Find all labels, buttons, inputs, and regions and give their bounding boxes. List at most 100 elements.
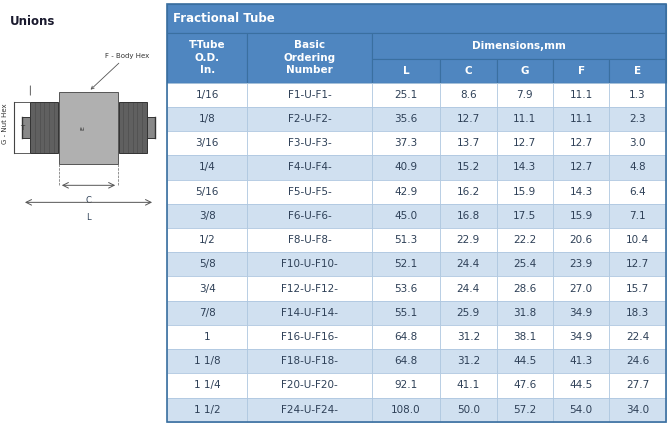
Text: C: C (86, 196, 92, 205)
Text: 53.6: 53.6 (395, 284, 417, 294)
Bar (440, 349, 496, 373)
Bar (609, 252, 666, 276)
Text: 1 1/4: 1 1/4 (194, 380, 221, 390)
Text: 14.3: 14.3 (569, 187, 593, 197)
Text: 13.7: 13.7 (457, 138, 480, 148)
Text: 1/16: 1/16 (195, 90, 219, 100)
Bar (496, 373, 553, 397)
Bar (167, 325, 248, 349)
Text: 50.0: 50.0 (457, 405, 480, 414)
Bar (553, 228, 609, 252)
Text: 24.4: 24.4 (457, 284, 480, 294)
Text: E: E (634, 66, 641, 76)
Bar (609, 107, 666, 131)
Bar (496, 204, 553, 228)
Bar (553, 155, 609, 180)
Text: 2.3: 2.3 (629, 114, 646, 124)
Text: 44.5: 44.5 (569, 380, 593, 390)
Text: 35.6: 35.6 (395, 114, 417, 124)
Bar (167, 131, 248, 155)
Bar (59, 92, 118, 164)
Text: 42.9: 42.9 (395, 187, 417, 197)
Text: 11.1: 11.1 (513, 114, 537, 124)
Bar (372, 107, 440, 131)
Bar (496, 83, 553, 107)
Bar (496, 59, 553, 83)
Bar (167, 252, 248, 276)
Bar (553, 131, 609, 155)
Bar (167, 155, 248, 180)
Text: 27.0: 27.0 (569, 284, 593, 294)
Bar (248, 107, 372, 131)
Text: 3/8: 3/8 (199, 211, 215, 221)
Text: 31.2: 31.2 (457, 356, 480, 366)
Text: 15.7: 15.7 (626, 284, 649, 294)
Bar (496, 180, 553, 204)
Bar (553, 349, 609, 373)
Text: 1 1/2: 1 1/2 (194, 405, 221, 414)
Bar (372, 155, 440, 180)
Bar (553, 204, 609, 228)
Bar (167, 4, 666, 33)
Text: Dimensions,mm: Dimensions,mm (472, 40, 566, 51)
Text: 25.9: 25.9 (457, 308, 480, 318)
Text: 7.1: 7.1 (629, 211, 646, 221)
Bar (496, 131, 553, 155)
Bar (167, 83, 248, 107)
Text: F24-U-F24-: F24-U-F24- (281, 405, 338, 414)
Bar (553, 180, 609, 204)
Text: 34.0: 34.0 (626, 405, 649, 414)
Text: 20.6: 20.6 (569, 235, 593, 245)
Text: 92.1: 92.1 (395, 380, 417, 390)
Bar (119, 102, 147, 153)
Text: 12.7: 12.7 (513, 138, 537, 148)
Text: 1 1/8: 1 1/8 (194, 356, 221, 366)
Bar (167, 204, 248, 228)
Bar (440, 131, 496, 155)
Text: 38.1: 38.1 (513, 332, 537, 342)
Text: 10.4: 10.4 (626, 235, 649, 245)
Text: F3-U-F3-: F3-U-F3- (288, 138, 332, 148)
Text: 1/8: 1/8 (199, 114, 215, 124)
Bar (553, 107, 609, 131)
Text: 3/4: 3/4 (199, 284, 215, 294)
Bar (372, 204, 440, 228)
Text: 34.9: 34.9 (569, 332, 593, 342)
Bar (167, 276, 248, 301)
Bar (440, 301, 496, 325)
Text: 12.7: 12.7 (626, 259, 649, 269)
Bar (496, 397, 553, 422)
Text: 31.8: 31.8 (513, 308, 537, 318)
Bar (248, 349, 372, 373)
Bar (609, 155, 666, 180)
Bar (372, 59, 440, 83)
Bar (248, 155, 372, 180)
Text: T: T (20, 125, 24, 131)
Bar (553, 373, 609, 397)
Text: 37.3: 37.3 (395, 138, 417, 148)
Text: F2-U-F2-: F2-U-F2- (288, 114, 332, 124)
Bar (553, 59, 609, 83)
Text: G: G (520, 66, 529, 76)
Text: E: E (80, 126, 97, 130)
Text: 31.2: 31.2 (457, 332, 480, 342)
Bar (248, 204, 372, 228)
Bar (496, 301, 553, 325)
Text: Unions: Unions (10, 15, 56, 28)
Text: 64.8: 64.8 (395, 356, 417, 366)
Text: 16.8: 16.8 (457, 211, 480, 221)
Text: G - Nut Hex: G - Nut Hex (2, 103, 8, 144)
Bar (248, 228, 372, 252)
Bar (372, 180, 440, 204)
Text: 23.9: 23.9 (569, 259, 593, 269)
Bar (372, 228, 440, 252)
Bar (440, 228, 496, 252)
Bar (609, 204, 666, 228)
Bar (372, 349, 440, 373)
Bar (248, 180, 372, 204)
Bar (440, 397, 496, 422)
Bar (248, 83, 372, 107)
Text: F: F (577, 66, 585, 76)
Bar (609, 301, 666, 325)
Text: 41.3: 41.3 (569, 356, 593, 366)
